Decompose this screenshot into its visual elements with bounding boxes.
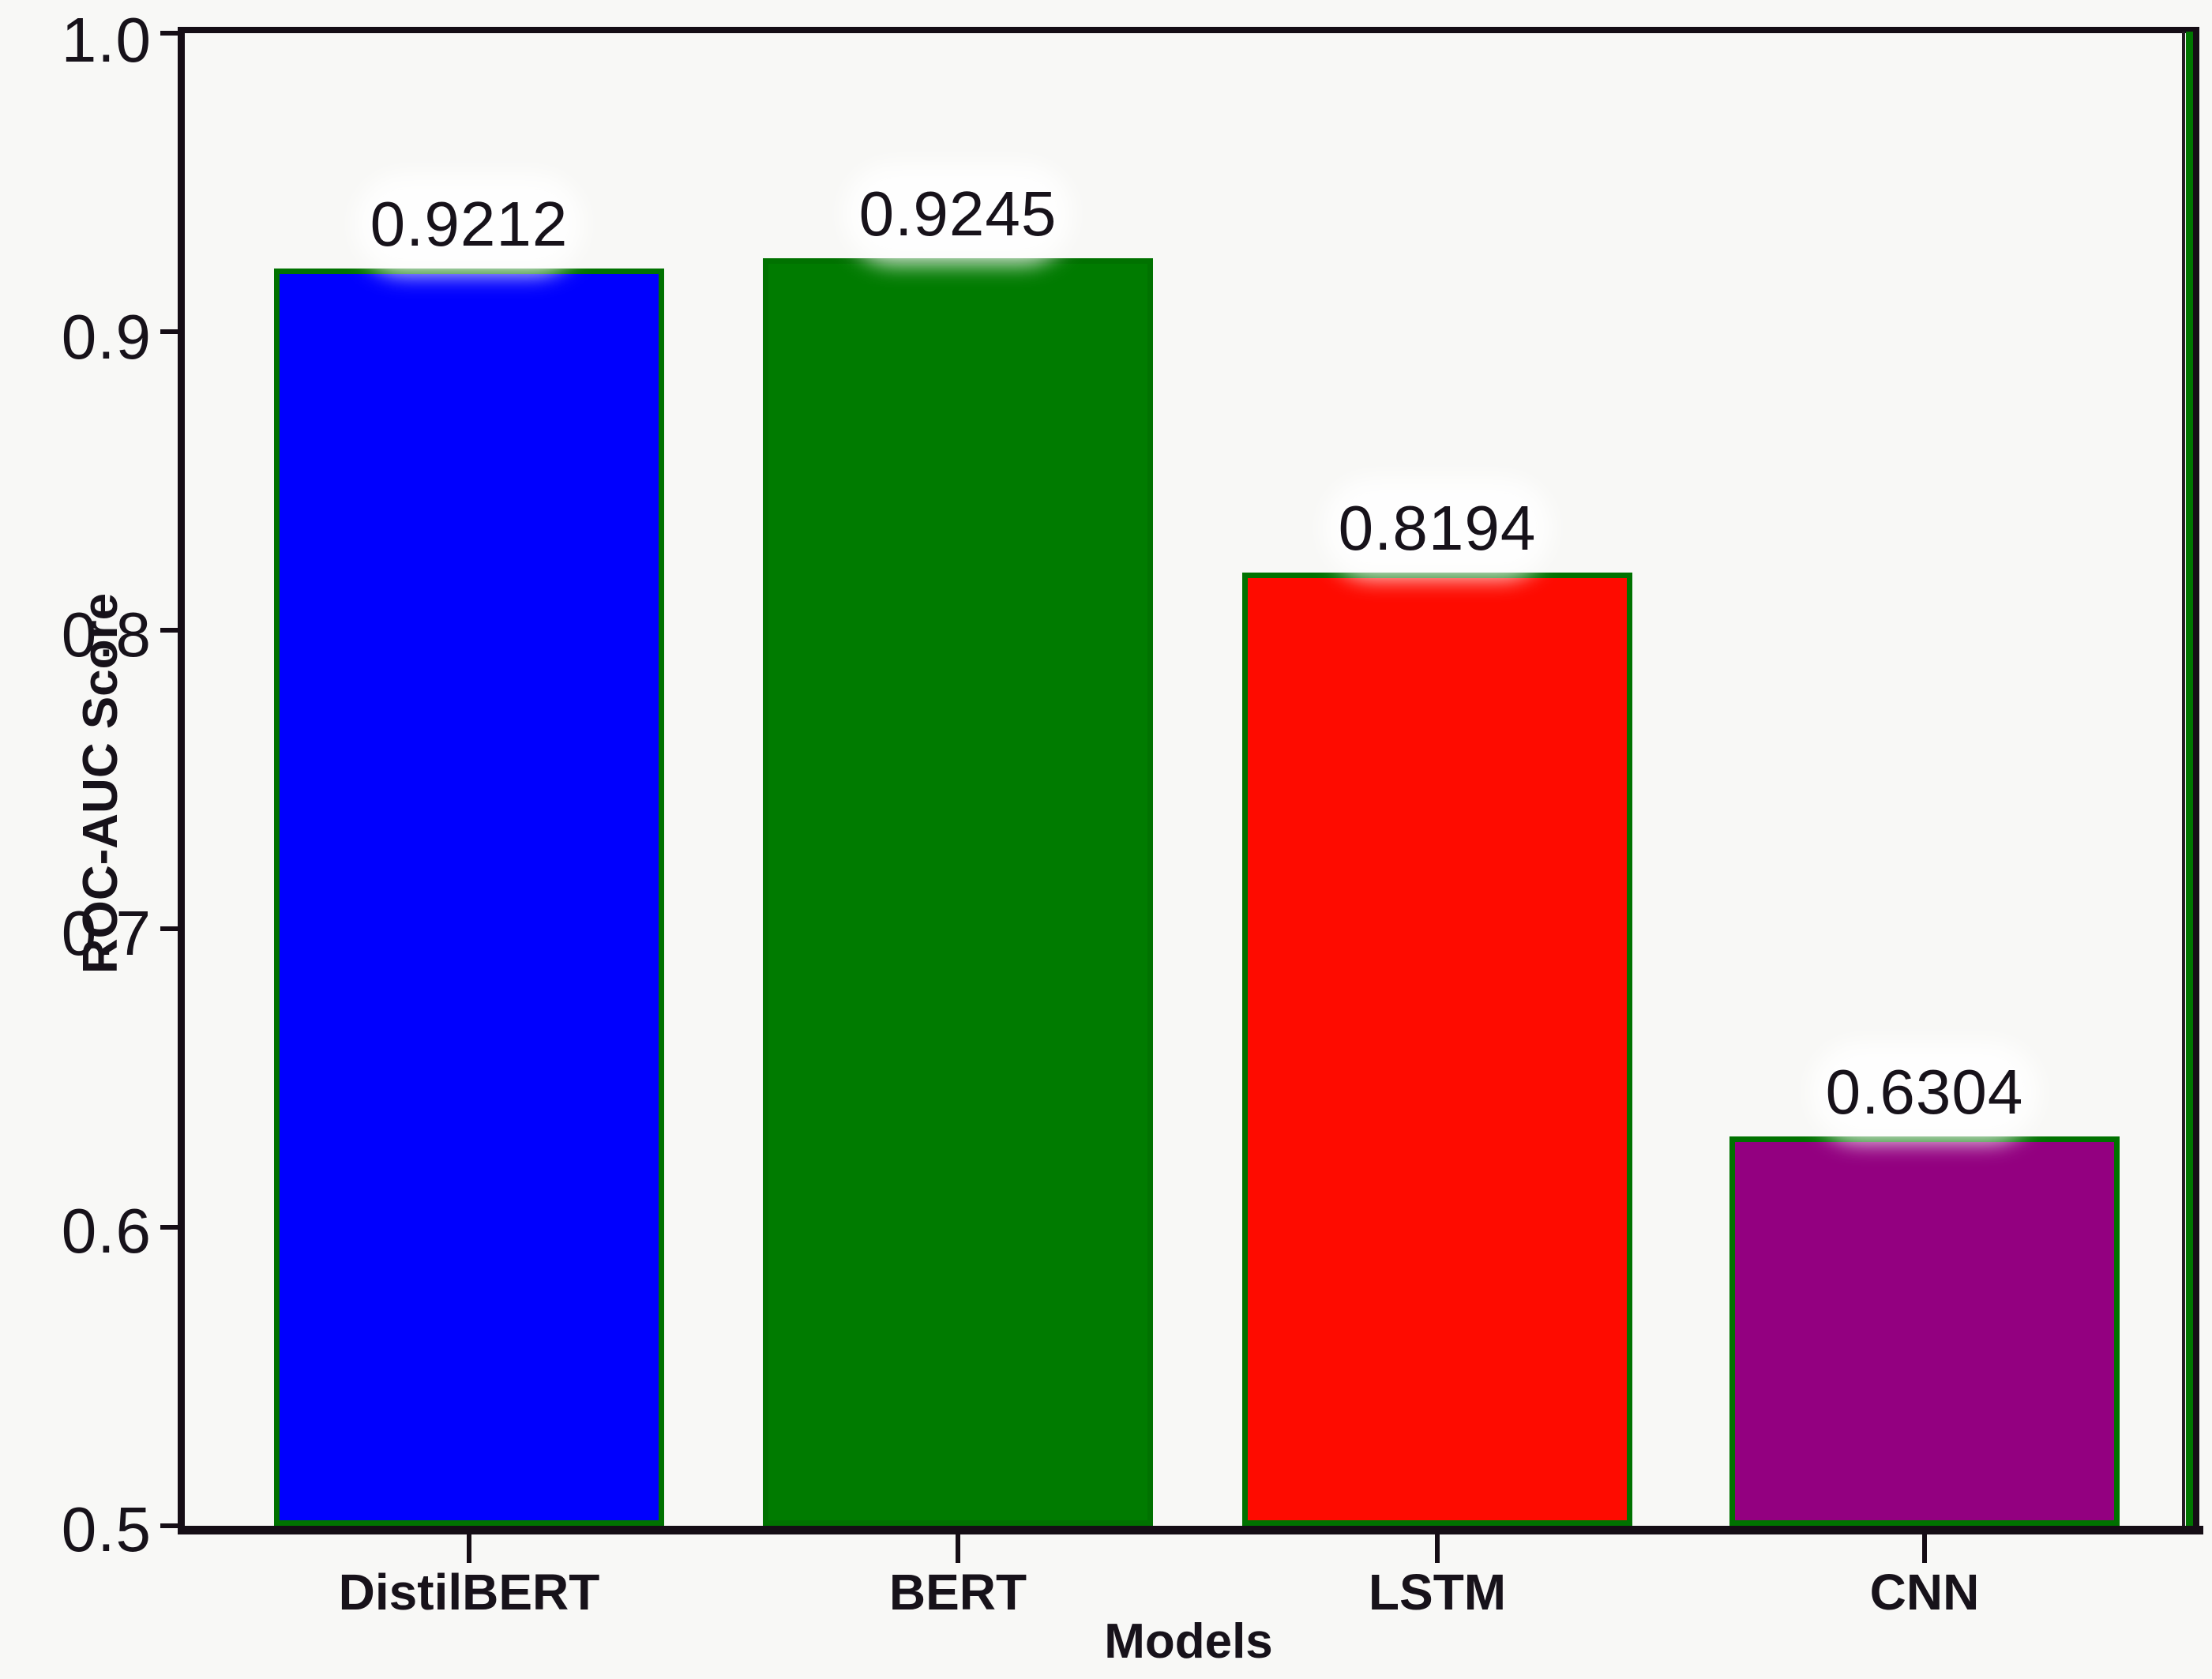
- x-tick-mark: [467, 1534, 471, 1563]
- plot-bottom-spine: [178, 1526, 2203, 1534]
- x-tick-mark: [1435, 1534, 1440, 1563]
- y-tick-label: 0.8: [61, 599, 152, 670]
- x-tick-mark: [956, 1534, 960, 1563]
- plot-right-spine: [2193, 27, 2199, 1529]
- y-tick-mark: [160, 926, 178, 931]
- right-spine-green-line: [2186, 32, 2193, 1526]
- right-spine-inner-line: [2182, 32, 2185, 1526]
- y-tick-mark: [160, 31, 178, 36]
- bar-lstm: [1242, 573, 1632, 1526]
- y-tick-label: 0.5: [61, 1494, 152, 1565]
- y-tick-mark: [160, 1523, 178, 1528]
- y-tick-label: 0.7: [61, 898, 152, 969]
- bar-distilbert: [274, 269, 664, 1526]
- x-tick-label-distilbert: DistilBERT: [338, 1564, 600, 1621]
- y-tick-label: 1.0: [61, 5, 152, 76]
- bar-value-label: 0.6304: [1825, 1057, 2024, 1127]
- x-tick-label-cnn: CNN: [1869, 1564, 1980, 1621]
- x-tick-mark: [1922, 1534, 1927, 1563]
- x-tick-label-lstm: LSTM: [1368, 1564, 1507, 1621]
- bar-value-label: 0.9212: [370, 189, 569, 259]
- y-tick-mark: [160, 329, 178, 334]
- bar-value-label: 0.8194: [1338, 493, 1537, 563]
- plot-left-spine: [178, 27, 185, 1534]
- bar-cnn: [1729, 1136, 2120, 1526]
- y-tick-label: 0.9: [61, 302, 152, 373]
- plot-top-spine: [178, 27, 2199, 33]
- y-tick-mark: [160, 628, 178, 633]
- x-axis-title: Models: [1104, 1614, 1273, 1669]
- y-axis-title: ROC-AUC Score: [73, 592, 128, 975]
- y-tick-mark: [160, 1225, 178, 1230]
- bar-value-label: 0.9245: [858, 178, 1057, 249]
- x-tick-label-bert: BERT: [888, 1564, 1027, 1621]
- y-tick-label: 0.6: [61, 1196, 152, 1267]
- bar-bert: [763, 258, 1153, 1526]
